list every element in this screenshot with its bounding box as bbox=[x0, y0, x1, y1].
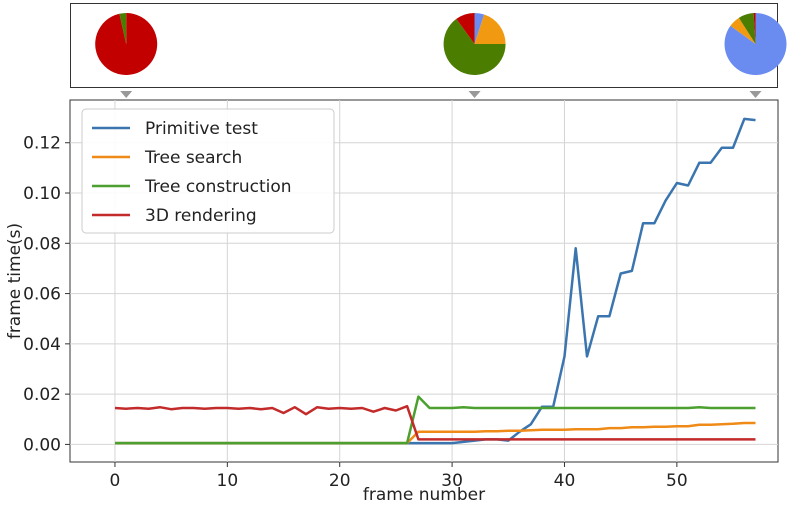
pie-chart-frame-57 bbox=[724, 12, 787, 75]
pie-slice-tree-construction bbox=[119, 13, 127, 44]
pie-charts bbox=[95, 12, 787, 76]
pie-chart-frame-32 bbox=[443, 13, 506, 76]
legend-box bbox=[81, 108, 335, 234]
x-tick-label: 0 bbox=[110, 471, 121, 491]
legend-label-tree-construction: Tree construction bbox=[144, 177, 292, 197]
legend: Primitive test Tree search Tree constructi… bbox=[81, 108, 335, 234]
pie-slice-3d-rendering bbox=[753, 12, 756, 44]
x-tick-label: 30 bbox=[441, 471, 463, 491]
pie-chart-frame-1 bbox=[95, 12, 158, 75]
y-tick-label: 0.10 bbox=[23, 184, 61, 204]
frame-marker-triangle bbox=[468, 91, 481, 98]
x-axis-ticks: 0 10 20 30 40 50 bbox=[110, 462, 688, 491]
x-tick-label: 40 bbox=[554, 471, 576, 491]
legend-label-3d-rendering: 3D rendering bbox=[145, 206, 257, 226]
pie-slice-tree-search bbox=[474, 14, 506, 44]
legend-label-primitive-test: Primitive test bbox=[145, 119, 258, 139]
x-axis-label: frame number bbox=[363, 485, 485, 505]
frame-markers bbox=[120, 91, 762, 98]
pie-slice-tree-construction bbox=[738, 13, 756, 44]
frame-marker-triangle bbox=[120, 91, 133, 98]
pie-slice-primitive-test bbox=[474, 13, 485, 44]
x-tick-label: 50 bbox=[666, 471, 688, 491]
y-axis-ticks: 0.00 0.02 0.04 0.06 0.08 0.10 0.12 bbox=[23, 134, 70, 455]
y-tick-label: 0.00 bbox=[23, 435, 61, 455]
pie-slice-tree-search bbox=[730, 17, 756, 44]
y-tick-label: 0.12 bbox=[23, 134, 61, 154]
pie-summary-panel bbox=[70, 3, 778, 88]
y-tick-label: 0.08 bbox=[23, 234, 61, 254]
pie-slice-primitive-test bbox=[724, 13, 787, 75]
y-tick-label: 0.02 bbox=[23, 385, 61, 405]
series-line-3d-rendering bbox=[114, 404, 756, 441]
series-line-tree-construction bbox=[115, 395, 756, 445]
pie-slice-3d-rendering bbox=[95, 12, 158, 75]
x-tick-label: 20 bbox=[329, 471, 351, 491]
y-axis-label: frame time(s) bbox=[5, 223, 25, 339]
y-tick-label: 0.04 bbox=[23, 335, 61, 355]
frame-marker-triangle bbox=[749, 91, 762, 98]
series-lines bbox=[114, 117, 756, 445]
pie-slice-tree-construction bbox=[443, 18, 506, 76]
legend-label-tree-search: Tree search bbox=[144, 148, 242, 168]
y-tick-label: 0.06 bbox=[23, 285, 61, 305]
pie-slice-3d-rendering bbox=[456, 13, 475, 44]
x-tick-label: 10 bbox=[217, 471, 239, 491]
